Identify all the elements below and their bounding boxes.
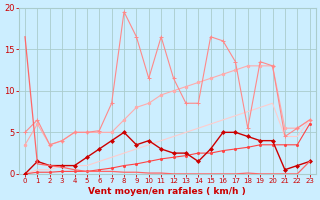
X-axis label: Vent moyen/en rafales ( km/h ): Vent moyen/en rafales ( km/h ) <box>88 187 246 196</box>
